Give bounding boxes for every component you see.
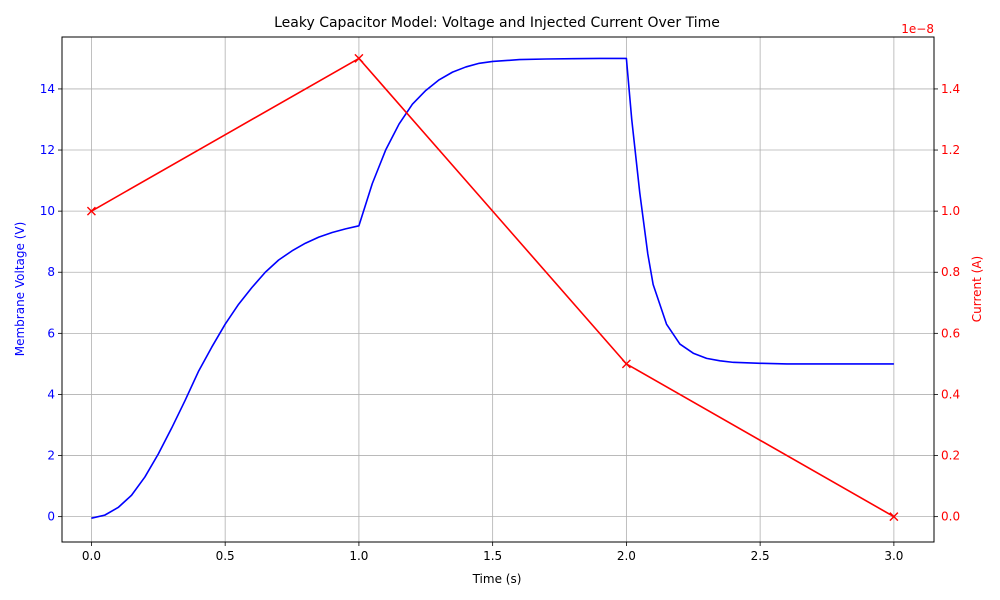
x-tick-label: 2.5	[751, 549, 770, 563]
chart-title: Leaky Capacitor Model: Voltage and Injec…	[274, 15, 720, 31]
x-tick-label: 0.0	[82, 549, 101, 563]
y-tick-label: 6	[47, 326, 55, 340]
y-tick-label: 14	[40, 82, 55, 96]
y2-axis-title: Current (A)	[970, 256, 984, 322]
current-point-marker	[86, 206, 96, 216]
current-point-marker	[354, 53, 364, 63]
y-tick-label: 12	[40, 143, 55, 157]
plot-frame	[61, 36, 935, 543]
y2-tick-label: 0.0	[941, 510, 960, 524]
y2-tick-label: 1.2	[941, 143, 960, 157]
y2-tick-label: 0.8	[941, 265, 960, 279]
x-tick-label: 3.0	[884, 549, 903, 563]
x-tick-label: 2.0	[617, 549, 636, 563]
y-tick-label: 8	[47, 265, 55, 279]
current-point-marker	[889, 512, 899, 522]
y2-tick-label: 0.6	[941, 326, 960, 340]
y-tick-label: 0	[47, 510, 55, 524]
y2-tick-label: 0.2	[941, 449, 960, 463]
y-tick-label: 10	[40, 204, 55, 218]
plot-lines	[86, 53, 899, 522]
y-axis-title: Membrane Voltage (V)	[13, 222, 27, 357]
x-tick-label: 1.5	[483, 549, 502, 563]
current-series-line	[91, 57, 895, 518]
y2-tick-label: 0.4	[941, 387, 960, 401]
y2-tick-label: 1.0	[941, 204, 960, 218]
x-axis-title: Time (s)	[472, 572, 522, 586]
y-tick-label: 4	[47, 387, 55, 401]
current-point-marker	[621, 359, 631, 369]
grid	[62, 37, 934, 542]
y2-tick-label: 1.4	[941, 82, 960, 96]
x-tick-label: 0.5	[216, 549, 235, 563]
y2-axis-ticks: 0.0 0.2 0.4 0.6 0.8 1.0 1.2 1.4	[934, 82, 960, 524]
x-axis-ticks: 0.0 0.5 1.0 1.5 2.0 2.5 3.0	[82, 542, 903, 563]
y2-offset-text: 1e−8	[901, 22, 934, 36]
y-axis-ticks: 0 2 4 6 8 10 12 14	[40, 82, 62, 524]
voltage-series-line	[91, 57, 894, 519]
y-tick-label: 2	[47, 449, 55, 463]
x-tick-label: 1.0	[349, 549, 368, 563]
